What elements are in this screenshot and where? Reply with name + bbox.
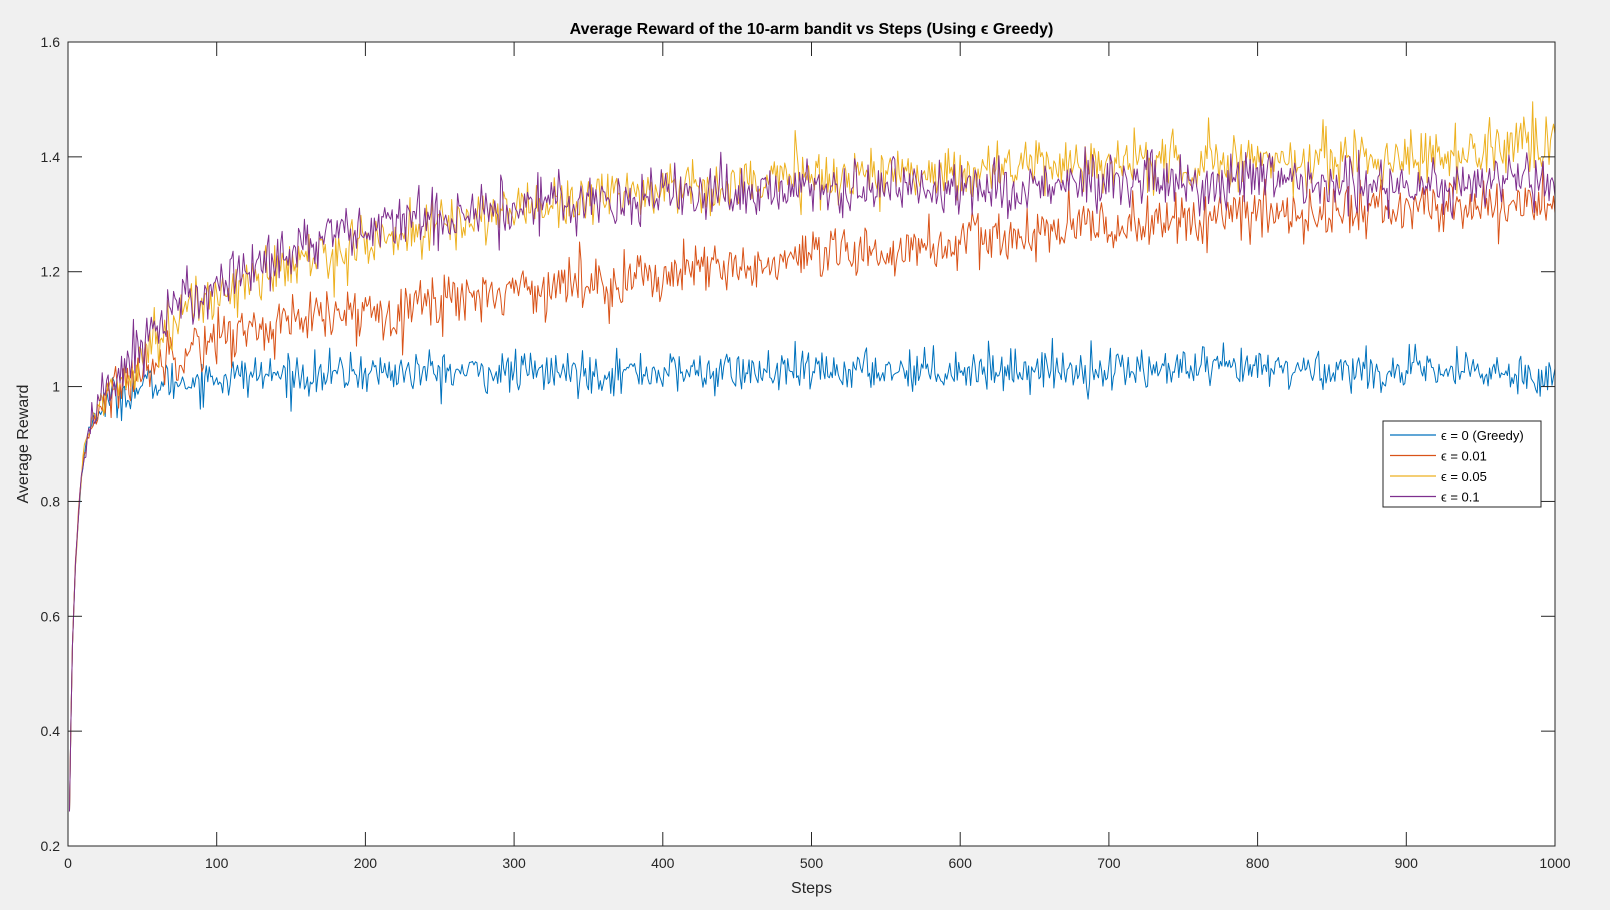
legend: ϵ = 0 (Greedy) ϵ = 0.01 ϵ = 0.05 ϵ = 0.1: [1382, 420, 1542, 508]
x-tick-label: 100: [205, 855, 229, 871]
x-tick-label: 700: [1097, 855, 1121, 871]
x-axis-label: Steps: [791, 880, 832, 897]
y-tick-label: 0.8: [41, 493, 61, 509]
ticks-layer: 0 100 200 300 400 500 600 700 800 900 1000 0.2 0.4 0.…: [41, 34, 1571, 871]
x-tick-label: 1000: [1539, 855, 1570, 871]
plot-area: [68, 42, 1555, 846]
x-tick-label: 300: [502, 855, 526, 871]
series-line-1: [68, 161, 1556, 812]
chart-title: Average Reward of the 10-arm bandit vs S…: [570, 21, 1054, 38]
series-layer: [68, 101, 1556, 812]
x-tick-label: 900: [1395, 855, 1419, 871]
legend-label-2: ϵ = 0.05: [1441, 469, 1487, 484]
legend-label-3: ϵ = 0.1: [1441, 490, 1480, 505]
x-tick-label: 500: [800, 855, 824, 871]
legend-label-1: ϵ = 0.01: [1441, 449, 1487, 464]
x-tick-label: 800: [1246, 855, 1270, 871]
x-tick-label: 200: [354, 855, 378, 871]
x-tick-label: 600: [949, 855, 973, 871]
y-tick-label: 0.6: [41, 608, 61, 624]
y-tick-label: 1.4: [41, 149, 61, 165]
x-tick-label: 0: [64, 855, 72, 871]
y-tick-label: 1: [52, 379, 60, 395]
y-tick-label: 1.6: [41, 34, 61, 50]
y-tick-label: 0.2: [41, 838, 61, 854]
series-line-3: [68, 146, 1556, 812]
y-axis-label: Average Reward: [15, 385, 32, 504]
legend-label-0: ϵ = 0 (Greedy): [1441, 428, 1524, 443]
x-tick-label: 400: [651, 855, 675, 871]
y-tick-label: 1.2: [41, 264, 61, 280]
y-tick-label: 0.4: [41, 723, 61, 739]
series-line-0: [68, 337, 1556, 812]
